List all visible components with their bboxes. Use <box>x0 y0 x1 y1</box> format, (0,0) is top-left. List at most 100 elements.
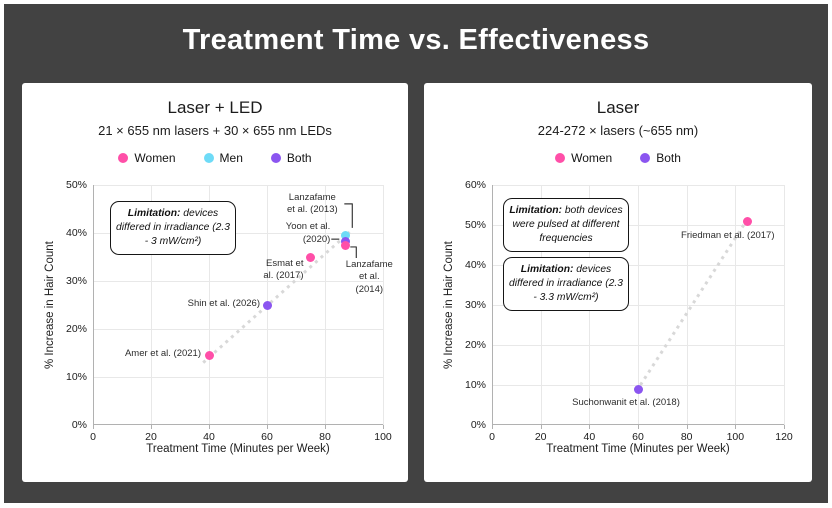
y-tick-label: 0% <box>470 419 486 431</box>
trendline <box>202 230 351 364</box>
legend-item-women: Women <box>118 151 176 165</box>
y-tick-label: 10% <box>464 379 486 391</box>
x-tick-label: 0 <box>489 431 495 443</box>
x-tick-mark <box>589 425 591 429</box>
x-tick-label: 100 <box>374 431 392 443</box>
legend-item-both: Both <box>270 151 312 165</box>
data-point <box>743 216 752 226</box>
y-axis-title: % Increase in Hair Count <box>443 241 455 369</box>
y-tick-label: 40% <box>65 227 87 239</box>
chart-card-laser: Laser 224-272 × lasers (~655 nm) Women Bo… <box>424 83 812 482</box>
x-tick-label: 60 <box>632 431 644 443</box>
x-tick-label: 80 <box>319 431 331 443</box>
plot-area: 0 20 40 60 80 100 0% 10% 20% 30% 40% 50% Amer et al.… <box>66 179 393 443</box>
point-label: Suchonwanit et al. (2018) <box>572 397 680 408</box>
legend-dot-women <box>555 153 566 163</box>
gridline-horizontal <box>492 225 784 226</box>
plot-area: 0 20 40 60 80 100 120 0% 10% 20% 30% 40% 50% 60% Sucho… <box>465 179 793 443</box>
x-tick-label: 40 <box>203 431 215 443</box>
limitation-note: Limitation: both devices were pulsed at … <box>503 198 629 252</box>
legend-dot-both <box>640 153 651 163</box>
x-axis-title: Treatment Time (Minutes per Week) <box>146 443 330 455</box>
x-tick-label: 40 <box>583 431 596 443</box>
chart-title: Laser + LED <box>167 98 263 117</box>
gridline-vertical <box>151 185 152 425</box>
point-label: Friedman et al. (2017) <box>681 230 775 241</box>
limitation-text: devices differed in irradiance (2.3 - 3.… <box>509 264 623 303</box>
legend-dot-both <box>270 153 281 163</box>
legend-label: Women <box>571 151 613 165</box>
limitation-bold-label: Limitation: <box>509 205 562 216</box>
y-axis-line <box>492 185 493 425</box>
point-label: Lanzafame et al. (2014) <box>345 258 393 295</box>
y-tick-label: 30% <box>464 299 486 311</box>
limitation-bold-label: Limitation: <box>127 208 181 219</box>
legend-label: Both <box>656 151 681 165</box>
limitation-text: devices differed in irradiance (2.3 - 3 … <box>116 208 230 247</box>
legend-label: Women <box>134 151 176 165</box>
y-tick-label: 50% <box>464 219 486 231</box>
point-label: Yoon et al. (2020) <box>285 221 331 245</box>
gridline-vertical <box>383 185 384 425</box>
x-tick-label: 20 <box>145 431 157 443</box>
data-point <box>306 252 315 262</box>
x-tick-mark <box>151 425 152 429</box>
chart-subtitle: 224-272 × lasers (~655 nm) <box>537 123 699 138</box>
legend-item-women: Women <box>555 151 612 165</box>
gridline-horizontal <box>492 265 784 266</box>
limitation-bold-label: Limitation: <box>520 264 574 275</box>
data-point <box>204 350 214 360</box>
limitation-note: Limitation: devices differed in irradian… <box>503 257 629 311</box>
y-axis-title: % Increase in Hair Count <box>44 241 56 369</box>
point-label: Amer et al. (2021) <box>124 348 201 360</box>
chart-title: Laser <box>596 98 640 117</box>
gridline-vertical <box>325 185 326 425</box>
x-tick-mark <box>325 425 326 429</box>
x-tick-label: 80 <box>680 431 693 443</box>
data-point <box>633 384 643 394</box>
data-point <box>262 300 272 310</box>
y-tick-label: 0% <box>71 419 87 431</box>
limitation-text: both devices were pulsed at different fr… <box>512 205 623 244</box>
y-tick-label: 20% <box>65 323 87 335</box>
x-tick-label: 120 <box>775 431 793 443</box>
gridline-vertical <box>209 185 210 425</box>
data-point <box>340 231 350 241</box>
label-connector <box>344 203 353 228</box>
point-label: Lanzafame et al. (2013) <box>286 191 338 216</box>
x-tick-mark <box>93 425 94 429</box>
legend-dot-women <box>118 153 129 163</box>
data-point <box>340 236 350 246</box>
gridline-horizontal <box>93 185 383 186</box>
x-tick-mark <box>267 425 268 429</box>
gridline-horizontal <box>93 377 383 378</box>
legend-label: Both <box>286 151 312 165</box>
point-label: Shin et al. (2026) <box>187 298 260 309</box>
gridline-horizontal <box>93 329 383 330</box>
gridline-horizontal <box>93 281 383 282</box>
y-tick-label: 40% <box>464 259 486 271</box>
chart-subtitle: 21 × 655 nm lasers + 30 × 655 nm LEDs <box>98 123 332 138</box>
y-tick-label: 20% <box>464 339 486 351</box>
x-tick-mark <box>735 425 737 429</box>
limitation-note: Limitation: devices differed in irradian… <box>110 201 236 255</box>
x-axis-line <box>93 424 383 425</box>
legend-label: Men <box>219 151 243 165</box>
point-label: Esmat et al. (2017) <box>263 258 304 282</box>
x-tick-label: 0 <box>90 431 96 443</box>
y-tick-label: 30% <box>65 275 87 287</box>
x-tick-mark <box>492 425 493 429</box>
x-tick-mark <box>784 425 785 429</box>
x-tick-mark <box>383 425 384 429</box>
legend-item-both: Both <box>640 151 681 165</box>
y-tick-label: 10% <box>65 371 87 383</box>
y-tick-label: 60% <box>464 179 486 191</box>
data-point <box>340 241 350 251</box>
gridline-horizontal <box>93 233 383 234</box>
x-tick-mark <box>209 425 210 429</box>
y-axis-line <box>93 185 94 425</box>
x-tick-mark <box>540 425 542 429</box>
x-tick-label: 100 <box>726 431 745 443</box>
legend: Women Both <box>424 151 812 165</box>
x-tick-mark <box>686 425 688 429</box>
